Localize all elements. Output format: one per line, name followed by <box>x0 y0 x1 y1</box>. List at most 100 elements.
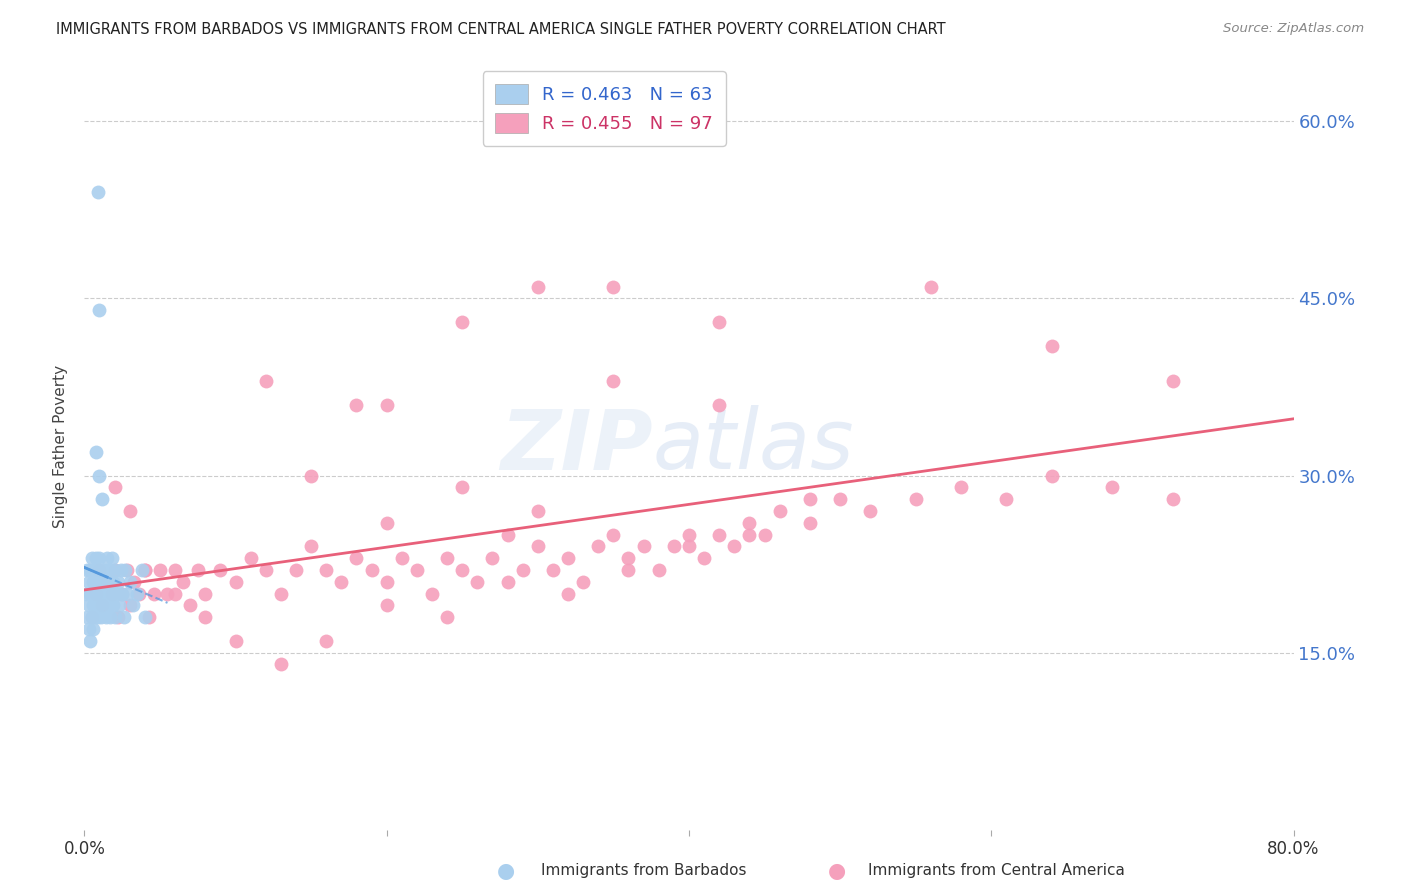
Point <box>86 574 108 589</box>
Point <box>142 586 165 600</box>
Point <box>617 551 640 566</box>
Point <box>346 398 368 412</box>
Text: atlas: atlas <box>652 406 855 486</box>
Point <box>254 374 277 388</box>
Text: ●: ● <box>498 861 515 880</box>
Point <box>285 563 308 577</box>
Point <box>738 527 761 541</box>
Point <box>346 551 368 566</box>
Point <box>527 504 550 518</box>
Point <box>94 563 117 577</box>
Point <box>179 599 201 613</box>
Point <box>662 539 685 553</box>
Point <box>602 279 624 293</box>
Point <box>107 574 129 589</box>
Point <box>96 586 118 600</box>
Point <box>436 551 458 566</box>
Point <box>86 445 108 459</box>
Point <box>602 374 624 388</box>
Point <box>1161 492 1184 507</box>
Text: Immigrants from Barbados: Immigrants from Barbados <box>541 863 747 878</box>
Point <box>406 563 429 577</box>
Point <box>114 563 136 577</box>
Point <box>165 563 187 577</box>
Point <box>451 563 474 577</box>
Text: ●: ● <box>828 861 845 880</box>
Point <box>94 610 117 624</box>
Point <box>104 480 127 494</box>
Point <box>89 563 111 577</box>
Point <box>97 599 120 613</box>
Point <box>1101 480 1123 494</box>
Point <box>375 516 398 530</box>
Point <box>769 504 792 518</box>
Point <box>105 586 128 600</box>
Point <box>209 563 232 577</box>
Point <box>91 586 114 600</box>
Point <box>89 599 111 613</box>
Point <box>79 633 101 648</box>
Point <box>90 586 112 600</box>
Point <box>557 551 579 566</box>
Text: ZIP: ZIP <box>501 406 652 486</box>
Point <box>98 563 121 577</box>
Point <box>904 492 927 507</box>
Point <box>156 586 179 600</box>
Point <box>91 563 114 577</box>
Point <box>131 563 153 577</box>
Point <box>709 315 731 329</box>
Point <box>80 551 103 566</box>
Point <box>87 610 110 624</box>
Point <box>678 527 700 541</box>
Point <box>77 574 100 589</box>
Point <box>920 279 942 293</box>
Point <box>481 551 503 566</box>
Point <box>82 622 104 636</box>
Point <box>79 563 101 577</box>
Point <box>111 586 134 600</box>
Point <box>82 574 104 589</box>
Point <box>187 563 209 577</box>
Point <box>108 599 131 613</box>
Point <box>93 574 115 589</box>
Point <box>194 610 217 624</box>
Point <box>1040 468 1063 483</box>
Point <box>799 516 821 530</box>
Point <box>118 574 141 589</box>
Point <box>77 599 100 613</box>
Point <box>1040 339 1063 353</box>
Point <box>467 574 489 589</box>
Point <box>420 586 443 600</box>
Text: Source: ZipAtlas.com: Source: ZipAtlas.com <box>1223 22 1364 36</box>
Point <box>270 586 292 600</box>
Point <box>754 527 776 541</box>
Point <box>859 504 882 518</box>
Point <box>115 586 138 600</box>
Point <box>315 633 337 648</box>
Point <box>100 551 122 566</box>
Point <box>496 574 519 589</box>
Point <box>80 586 103 600</box>
Point <box>315 563 337 577</box>
Point <box>134 563 156 577</box>
Point <box>86 551 108 566</box>
Point <box>172 574 194 589</box>
Point <box>436 610 458 624</box>
Point <box>239 551 262 566</box>
Point <box>165 586 187 600</box>
Point <box>391 551 413 566</box>
Point <box>360 563 382 577</box>
Point <box>1161 374 1184 388</box>
Point <box>678 539 700 553</box>
Point <box>633 539 655 553</box>
Point <box>80 610 103 624</box>
Point <box>134 610 156 624</box>
Point <box>225 633 247 648</box>
Point <box>100 586 122 600</box>
Point <box>127 586 149 600</box>
Point <box>299 468 322 483</box>
Point <box>693 551 716 566</box>
Point <box>118 504 141 518</box>
Point <box>557 586 579 600</box>
Point <box>77 622 100 636</box>
